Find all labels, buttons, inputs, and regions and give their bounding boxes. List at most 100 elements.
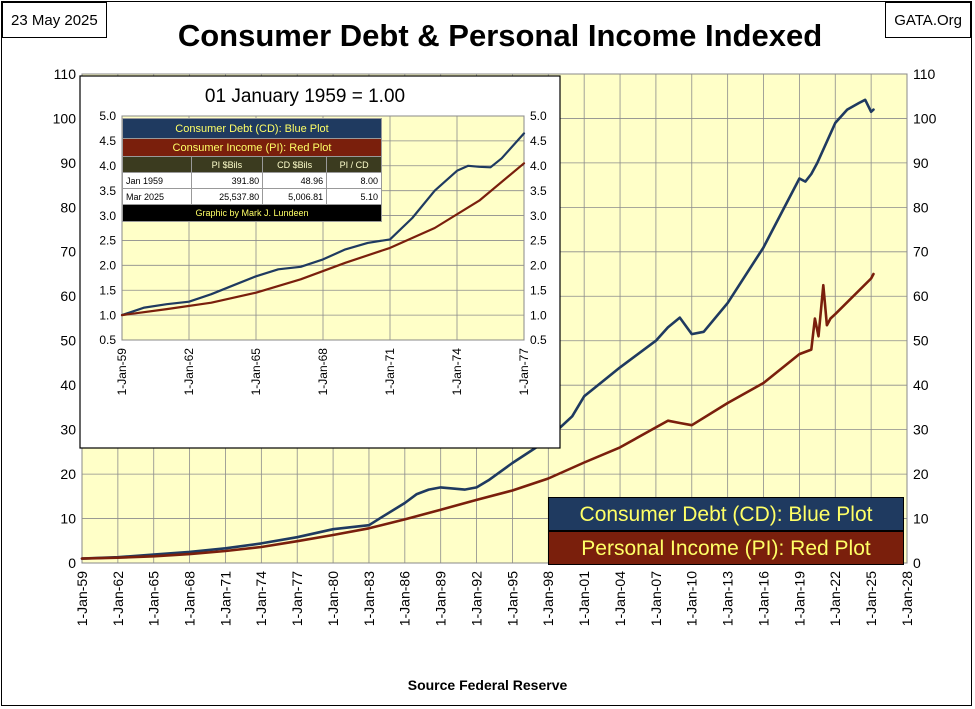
table-cell: 25,537.80: [190, 188, 264, 205]
inset-x-tick-label: 1-Jan-77: [517, 348, 531, 396]
inset-y-tick-label-right: 4.5: [530, 134, 547, 148]
inset-x-tick-label: 1-Jan-68: [316, 348, 330, 396]
inset-y-tick-label-left: 4.5: [99, 134, 116, 148]
main-pi-series-line: [80, 272, 875, 560]
main-x-tick-label: 1-Jan-77: [289, 571, 305, 626]
date-badge: 23 May 2025: [2, 2, 107, 38]
main-x-tick-label: 1-Jan-10: [684, 571, 700, 626]
table-cell: 5,006.81: [262, 188, 328, 205]
table-cell: 5.10: [326, 188, 382, 205]
table-cell: Jan 1959: [122, 172, 192, 189]
chart-title: Consumer Debt & Personal Income Indexed: [177, 18, 823, 53]
main-y-tick-label-left: 70: [60, 244, 76, 260]
inset-y-tick-label-right: 5.0: [530, 109, 547, 123]
main-y-tick-label-left: 110: [54, 66, 77, 82]
main-y-tick-label-left: 80: [60, 199, 76, 215]
inset-title: 01 January 1959 = 1.00: [204, 86, 406, 107]
inset-y-tick-label-left: 3.0: [99, 209, 116, 223]
table-credit: Graphic by Mark J. Lundeen: [122, 204, 382, 222]
inset-y-tick-label-right: 2.5: [530, 234, 547, 248]
table-cell: Mar 2025: [122, 188, 192, 205]
inset-x-tick-label: 1-Jan-71: [383, 348, 397, 396]
main-y-tick-label-right: 10: [913, 510, 929, 526]
main-y-tick-label-right: 20: [913, 466, 929, 482]
main-y-tick-label-right: 70: [913, 244, 929, 260]
inset-y-tick-label-right: 1.0: [530, 308, 547, 322]
main-x-tick-label: 1-Jan-28: [899, 571, 915, 626]
inset-y-tick-label-left: 1.5: [99, 283, 116, 297]
inset-x-tick-label: 1-Jan-62: [182, 348, 196, 396]
inset-y-tick-label-right: 1.5: [530, 283, 547, 297]
main-x-tick-label: 1-Jan-62: [110, 571, 126, 626]
legend-cd: Consumer Debt (CD): Blue Plot: [548, 497, 904, 531]
table-col-header: CD $Bils: [262, 156, 328, 173]
main-x-tick-label: 1-Jan-13: [720, 571, 736, 626]
inset-y-tick-label-left: 5.0: [99, 109, 116, 123]
main-x-tick-label: 1-Jan-89: [433, 571, 449, 626]
main-x-tick-label: 1-Jan-07: [648, 571, 664, 626]
main-x-tick-label: 1-Jan-83: [361, 571, 377, 626]
main-y-tick-label-right: 110: [913, 66, 936, 82]
table-cd-label: Consumer Debt (CD): Blue Plot: [122, 118, 382, 139]
table-cell: 48.96: [262, 172, 328, 189]
inset-y-tick-label-right: 0.5: [530, 333, 547, 347]
main-x-tick-label: 1-Jan-16: [755, 571, 771, 626]
main-y-tick-label-right: 90: [913, 155, 929, 171]
inset-cd-series-line: [120, 132, 526, 317]
source-site-badge: GATA.Org: [885, 2, 971, 38]
main-y-tick-label-right: 100: [913, 110, 937, 126]
main-x-tick-label: 1-Jan-59: [74, 571, 90, 626]
footer-source: Source Federal Reserve: [407, 677, 568, 693]
main-y-tick-label-left: 30: [60, 422, 76, 438]
main-x-tick-label: 1-Jan-68: [182, 571, 198, 626]
inset-x-tick-label: 1-Jan-74: [450, 348, 464, 396]
main-x-tick-label: 1-Jan-19: [791, 571, 807, 626]
main-x-tick-label: 1-Jan-86: [397, 571, 413, 626]
main-x-tick-label: 1-Jan-95: [504, 571, 520, 626]
table-cell: 391.80: [190, 172, 264, 189]
table-col-header: PI $Bils: [190, 156, 264, 173]
main-x-tick-label: 1-Jan-74: [253, 571, 269, 626]
main-x-tick-label: 1-Jan-22: [827, 571, 843, 626]
inset-y-tick-label-right: 2.0: [530, 259, 547, 273]
inset-x-tick-label: 1-Jan-59: [115, 348, 129, 396]
inset-pi-series-line: [120, 162, 526, 317]
inset-data-table: Consumer Debt (CD): Blue Plot Consumer I…: [122, 118, 382, 222]
inset-x-tick-label: 1-Jan-65: [249, 348, 263, 396]
inset-y-tick-label-right: 3.5: [530, 184, 547, 198]
main-y-tick-label-left: 10: [60, 510, 76, 526]
main-x-tick-label: 1-Jan-04: [612, 571, 628, 626]
table-col-header: PI / CD: [326, 156, 382, 173]
main-y-tick-label-left: 40: [60, 377, 76, 393]
table-pi-label: Consumer Income (PI): Red Plot: [122, 138, 382, 157]
main-y-tick-label-right: 60: [913, 288, 929, 304]
main-x-tick-label: 1-Jan-98: [540, 571, 556, 626]
main-y-tick-label-left: 60: [60, 288, 76, 304]
main-y-tick-label-left: 50: [60, 333, 76, 349]
inset-y-tick-label-left: 3.5: [99, 184, 116, 198]
main-x-tick-label: 1-Jan-92: [468, 571, 484, 626]
main-y-tick-label-right: 30: [913, 422, 929, 438]
table-col-header: [122, 156, 192, 173]
inset-y-tick-label-right: 3.0: [530, 209, 547, 223]
main-y-tick-label-left: 20: [60, 466, 76, 482]
main-y-tick-label-right: 50: [913, 333, 929, 349]
legend-pi: Personal Income (PI): Red Plot: [548, 531, 904, 565]
inset-y-tick-label-left: 4.0: [99, 159, 116, 173]
main-y-tick-label-left: 90: [60, 155, 76, 171]
main-x-tick-label: 1-Jan-71: [217, 571, 233, 626]
main-x-tick-label: 1-Jan-80: [325, 571, 341, 626]
main-y-tick-label-right: 80: [913, 199, 929, 215]
inset-y-tick-label-left: 2.0: [99, 259, 116, 273]
main-y-tick-label-left: 100: [53, 110, 77, 126]
inset-y-tick-label-left: 1.0: [99, 308, 116, 322]
inset-y-tick-label-right: 4.0: [530, 159, 547, 173]
main-y-tick-label-left: 0: [68, 555, 76, 571]
main-y-tick-label-right: 0: [913, 555, 921, 571]
inset-y-tick-label-left: 0.5: [99, 333, 116, 347]
table-cell: 8.00: [326, 172, 382, 189]
main-x-tick-label: 1-Jan-25: [863, 571, 879, 626]
inset-y-tick-label-left: 2.5: [99, 234, 116, 248]
